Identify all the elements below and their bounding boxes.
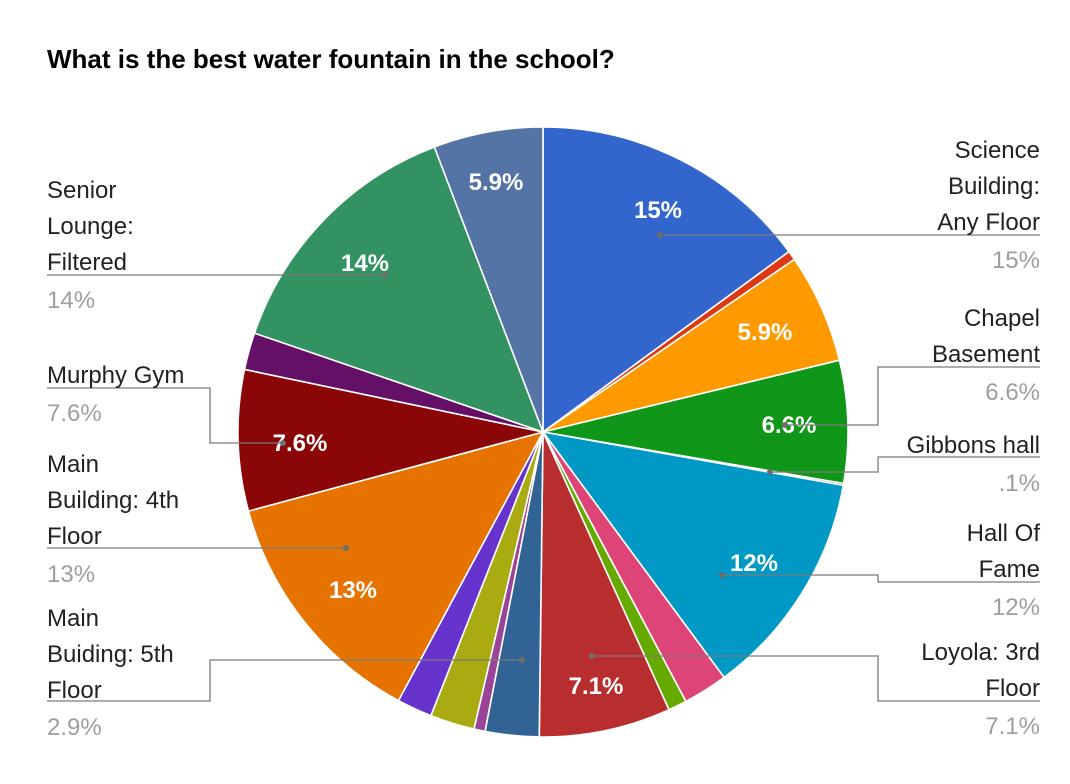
pie-slice-slice-17 bbox=[433, 126, 544, 433]
pie-slices bbox=[237, 126, 849, 738]
outer-label-chapel-basement: Chapel Basement 6.6% bbox=[932, 305, 1040, 406]
outer-label-text: Gibbons hall bbox=[907, 432, 1040, 459]
outer-label-science-building-any-floor: Science Building: Any Floor 15% bbox=[937, 137, 1040, 274]
chart-title: What is the best water fountain in the s… bbox=[47, 44, 615, 74]
outer-label-percent: 7.6% bbox=[47, 400, 102, 427]
pie-slice-loyola-3rd-floor bbox=[538, 431, 671, 738]
inner-label-loyola-3rd-floor: 7.1% bbox=[569, 673, 624, 700]
leader-line-gibbons-hall bbox=[770, 456, 1040, 473]
pie-slice-chapel-basement bbox=[542, 359, 849, 485]
leader-line-murphy-gym bbox=[47, 387, 283, 444]
outer-label-percent: 2.9% bbox=[47, 714, 102, 741]
outer-label-text: Filtered bbox=[47, 249, 127, 276]
outer-label-percent: 7.1% bbox=[985, 713, 1040, 740]
outer-label-text: Building: bbox=[948, 173, 1040, 200]
leader-dot-senior-lounge-filtered bbox=[382, 272, 388, 278]
outer-label-hall-of-fame: Hall Of Fame 12% bbox=[967, 520, 1041, 621]
outer-label-percent: 6.6% bbox=[985, 379, 1040, 406]
outer-label-percent: 15% bbox=[992, 247, 1040, 274]
outer-label-senior-lounge-filtered: Senior Lounge: Filtered 14% bbox=[47, 177, 134, 314]
outer-label-text: Murphy Gym bbox=[47, 362, 184, 389]
inner-label-hall-of-fame: 12% bbox=[730, 550, 778, 577]
leader-dot-science-building-any-floor bbox=[657, 232, 663, 238]
inner-label-main-building-4th-floor: 13% bbox=[329, 577, 377, 604]
inner-label-senior-lounge-filtered: 14% bbox=[341, 250, 389, 277]
outer-label-text: Main bbox=[47, 451, 99, 478]
outer-label-murphy-gym: Murphy Gym 7.6% bbox=[47, 362, 184, 427]
outer-label-text: Any Floor bbox=[937, 209, 1040, 236]
leader-dot-chapel-basement bbox=[782, 422, 788, 428]
outer-label-gibbons-hall: Gibbons hall .1% bbox=[907, 432, 1040, 497]
outer-label-text: Loyola: 3rd bbox=[921, 639, 1040, 666]
outer-label-text: Floor bbox=[47, 523, 102, 550]
pie-slice-hall-of-fame bbox=[541, 430, 845, 679]
outer-label-text: Hall Of bbox=[967, 520, 1041, 547]
leader-dot-main-building-4th-floor bbox=[343, 545, 349, 551]
outer-label-loyola-3rd-floor: Loyola: 3rd Floor 7.1% bbox=[921, 639, 1040, 740]
outer-label-text: Main bbox=[47, 605, 99, 632]
leader-dot-hall-of-fame bbox=[719, 572, 725, 578]
outer-label-percent: .1% bbox=[999, 470, 1040, 497]
outer-label-text: Chapel bbox=[964, 305, 1040, 332]
leader-lines bbox=[47, 232, 1040, 702]
outer-label-text: Floor bbox=[47, 677, 102, 704]
inner-label-science-building-any-floor: 15% bbox=[634, 197, 682, 224]
leader-dot-loyola-3rd-floor bbox=[589, 653, 595, 659]
outer-label-main-building-4th-floor: Main Building: 4th Floor 13% bbox=[47, 451, 179, 588]
outer-labels: Science Building: Any Floor 15% Chapel Baseme… bbox=[47, 137, 1040, 741]
leader-dot-main-buiding-5th-floor bbox=[519, 657, 525, 663]
leader-line-main-buiding-5th-floor bbox=[47, 659, 522, 702]
leader-line-loyola-3rd-floor bbox=[592, 655, 1040, 702]
inner-label-slice-17: 5.9% bbox=[469, 169, 524, 196]
leader-line-hall-of-fame bbox=[722, 574, 1040, 583]
outer-label-text: Lounge: bbox=[47, 213, 134, 240]
pie-slice-science-building-any-floor bbox=[542, 126, 791, 434]
outer-label-percent: 14% bbox=[47, 287, 95, 314]
outer-label-text: Floor bbox=[985, 675, 1040, 702]
outer-label-text: Buiding: 5th bbox=[47, 641, 174, 668]
outer-label-text: Basement bbox=[932, 341, 1040, 368]
outer-label-text: Science bbox=[955, 137, 1040, 164]
outer-label-text: Fame bbox=[979, 556, 1040, 583]
outer-label-text: Building: 4th bbox=[47, 487, 179, 514]
outer-label-percent: 12% bbox=[992, 594, 1040, 621]
leader-dot-gibbons-hall bbox=[767, 469, 773, 475]
pie-slice-murphy-gym bbox=[237, 368, 544, 513]
leader-dot-murphy-gym bbox=[280, 440, 286, 446]
outer-label-percent: 13% bbox=[47, 561, 95, 588]
outer-label-main-buiding-5th-floor: Main Buiding: 5th Floor 2.9% bbox=[47, 605, 174, 741]
inner-label-slice-2: 5.9% bbox=[738, 319, 793, 346]
leader-line-chapel-basement bbox=[785, 366, 1040, 426]
pie-slice-main-building-4th-floor bbox=[247, 430, 545, 702]
pie-slice-senior-lounge-filtered bbox=[253, 145, 545, 434]
outer-label-text: Senior bbox=[47, 177, 116, 204]
